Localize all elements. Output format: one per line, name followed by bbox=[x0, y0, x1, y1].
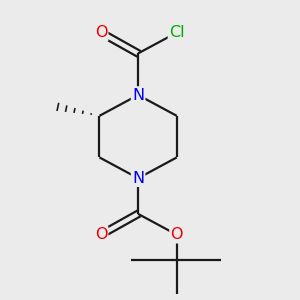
Text: O: O bbox=[170, 227, 183, 242]
Text: N: N bbox=[132, 88, 144, 103]
Text: Cl: Cl bbox=[169, 25, 184, 40]
Text: O: O bbox=[95, 227, 107, 242]
Text: O: O bbox=[95, 25, 107, 40]
Text: N: N bbox=[132, 171, 144, 186]
